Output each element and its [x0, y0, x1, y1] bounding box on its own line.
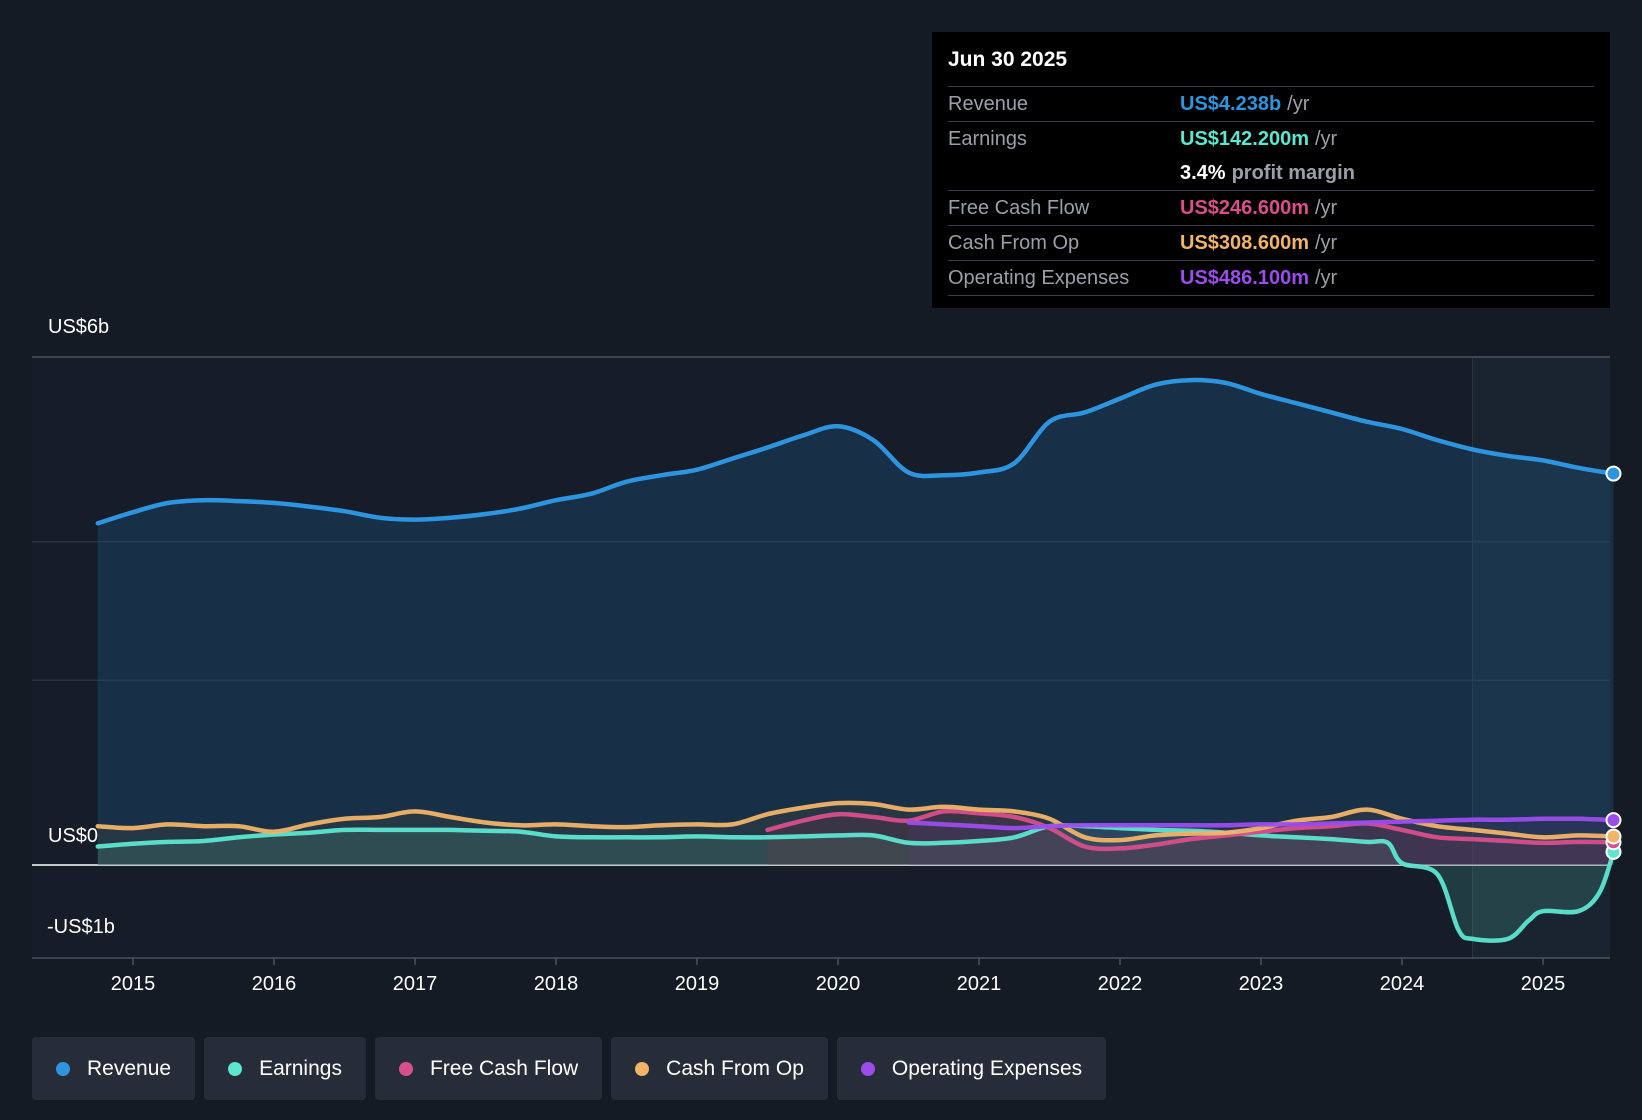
earnings-line [95, 823, 1616, 943]
x-tick-label: 2021 [957, 973, 1002, 995]
x-tick-label: 2022 [1098, 973, 1143, 995]
x-tick-label: 2015 [111, 973, 156, 995]
x-tick-label: 2017 [393, 973, 438, 995]
legend-dot-icon [860, 1061, 875, 1076]
tooltip-row-margin: 3.4% profit margin [948, 156, 1594, 191]
x-tick-label: 2020 [816, 973, 861, 995]
x-tick-label: 2019 [675, 973, 720, 995]
tooltip-unit: /yr [1314, 266, 1338, 289]
tooltip-date: Jun 30 2025 [948, 46, 1594, 87]
legend-item-cash-from-op[interactable]: Cash From Op [611, 1037, 828, 1100]
tooltip-value: US$4.238b [1180, 92, 1282, 115]
revenue-end-point [1605, 465, 1622, 482]
revenue-line [95, 377, 1616, 526]
tooltip-label: Revenue [948, 92, 1029, 115]
legend: Revenue Earnings Free Cash Flow Cash Fro… [32, 1037, 1107, 1100]
revenue-area [97, 380, 1614, 865]
tooltip-row-fcf: Free Cash Flow US$246.600m /yr [948, 191, 1594, 226]
forecast-region [1472, 357, 1610, 958]
y-axis-label: -US$1b [47, 916, 115, 938]
tooltip-margin-text: profit margin [1231, 161, 1355, 184]
legend-label: Operating Expenses [891, 1056, 1083, 1080]
plot-background [32, 357, 1610, 958]
x-tick-label: 2024 [1380, 973, 1425, 995]
tooltip-row-earnings: Earnings US$142.200m /yr [948, 122, 1594, 156]
legend-item-free-cash-flow[interactable]: Free Cash Flow [374, 1037, 603, 1100]
x-tick-label: 2018 [534, 973, 579, 995]
tooltip-row-revenue: Revenue US$4.238b /yr [948, 87, 1594, 122]
tooltip-label: Earnings [948, 127, 1027, 150]
legend-item-earnings[interactable]: Earnings [204, 1037, 366, 1100]
x-tick-label: 2025 [1521, 973, 1566, 995]
operating-expenses-end-point [1605, 812, 1622, 829]
tooltip-label: Operating Expenses [948, 266, 1130, 289]
tooltip-value: US$308.600m [1180, 231, 1309, 254]
x-tick-label: 2016 [252, 973, 297, 995]
tooltip-value: US$142.200m [1180, 127, 1309, 150]
tooltip-panel: Jun 30 2025 Revenue US$4.238b /yr Earnin… [932, 32, 1610, 308]
legend-label: Earnings [259, 1056, 342, 1080]
tooltip-unit: /yr [1314, 196, 1338, 219]
cash-from-op-line [95, 800, 1616, 843]
cash-from-op-end-point [1605, 828, 1622, 845]
x-tick-label: 2023 [1239, 973, 1284, 995]
tooltip-value: US$246.600m [1180, 196, 1309, 219]
tooltip-value: US$486.100m [1180, 266, 1309, 289]
legend-item-revenue[interactable]: Revenue [32, 1037, 196, 1100]
tooltip-row-opex: Operating Expenses US$486.100m /yr [948, 261, 1594, 296]
legend-dot-icon [56, 1061, 70, 1076]
earnings-area [97, 825, 1614, 941]
operating-expenses-area [908, 818, 1614, 865]
y-axis-label: US$6b [48, 316, 109, 338]
y-axis-label: US$0 [48, 825, 98, 847]
tooltip-row-cfo: Cash From Op US$308.600m /yr [948, 226, 1594, 261]
legend-item-operating-expenses[interactable]: Operating Expenses [836, 1037, 1107, 1100]
tooltip-margin-pct: 3.4% [1180, 161, 1226, 184]
operating-expenses-line [906, 816, 1616, 831]
legend-label: Cash From Op [666, 1056, 804, 1080]
tooltip-label: Cash From Op [948, 231, 1080, 254]
tooltip-unit: /yr [1314, 231, 1338, 254]
tooltip-unit: /yr [1314, 127, 1338, 150]
tooltip-label: Free Cash Flow [948, 196, 1090, 219]
legend-label: Free Cash Flow [429, 1056, 579, 1080]
legend-label: Revenue [87, 1056, 172, 1080]
tooltip-unit: /yr [1287, 92, 1310, 115]
legend-dot-icon [398, 1061, 413, 1076]
legend-dot-icon [635, 1061, 650, 1076]
legend-dot-icon [228, 1061, 243, 1076]
